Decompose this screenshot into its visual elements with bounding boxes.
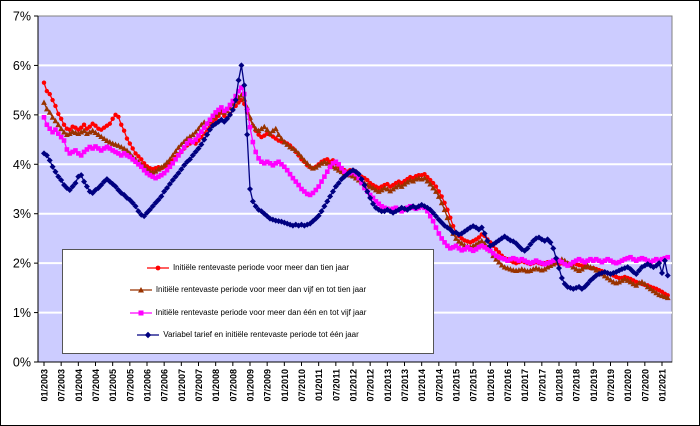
legend-entry-1: Initiële rentevaste periode voor meer da… xyxy=(63,263,433,273)
x-tick-label: 01/2006 xyxy=(143,369,153,402)
x-tick-label: 01/2005 xyxy=(108,369,118,402)
x-axis-labels: 01/2003 07/2003 01/2004 07/2004 01/2005 07/20… xyxy=(40,362,668,402)
triangle-marker-icon xyxy=(129,287,152,293)
x-tick-label: 01/2013 xyxy=(383,369,393,402)
y-axis-labels: 7% 6% 5% 4% 3% 2% 1% 0% xyxy=(13,10,38,370)
x-tick-label: 07/2014 xyxy=(434,369,444,402)
x-tick-label: 01/2004 xyxy=(74,369,84,402)
x-tick-label: 07/2008 xyxy=(228,369,238,402)
legend-label: Initiële rentevaste periode voor meer da… xyxy=(172,262,350,272)
legend-label: Variabel tarief en initiële rentevaste p… xyxy=(163,330,359,340)
x-tick-label: 07/2015 xyxy=(469,369,479,402)
x-tick-label: 01/2019 xyxy=(589,369,599,402)
y-tick-label: 0% xyxy=(13,356,31,370)
x-tick-label: 07/2006 xyxy=(160,369,170,402)
x-tick-label: 01/2012 xyxy=(349,369,359,402)
axes xyxy=(37,16,672,363)
x-tick-label: 07/2019 xyxy=(606,369,616,402)
diamond-marker-icon xyxy=(137,332,160,339)
x-tick-label: 07/2017 xyxy=(537,369,547,402)
x-tick-label: 01/2021 xyxy=(658,369,668,402)
x-tick-label: 07/2010 xyxy=(297,369,307,402)
y-tick-label: 2% xyxy=(13,257,31,271)
legend-entry-4: Variabel tarief en initiële rentevaste p… xyxy=(63,330,433,340)
chart-legend: Initiële rentevaste periode voor meer da… xyxy=(62,249,434,354)
x-tick-label: 01/2008 xyxy=(211,369,221,402)
legend-entry-2: Initiële rentevaste periode voor meer da… xyxy=(63,285,433,295)
x-tick-label: 07/2020 xyxy=(640,369,650,402)
series-4 xyxy=(41,62,671,292)
square-marker-icon xyxy=(129,310,152,316)
x-tick-label: 07/2013 xyxy=(400,369,410,402)
y-tick-label: 3% xyxy=(13,207,31,221)
y-tick-label: 1% xyxy=(13,306,31,320)
x-tick-label: 01/2016 xyxy=(486,369,496,402)
y-tick-label: 4% xyxy=(13,158,31,172)
legend-label: Initiële rentevaste periode voor meer da… xyxy=(155,285,367,295)
x-tick-label: 07/2005 xyxy=(125,369,135,402)
x-tick-label: 07/2003 xyxy=(57,369,67,402)
x-tick-label: 07/2018 xyxy=(572,369,582,402)
x-tick-label: 01/2015 xyxy=(452,369,462,402)
y-tick-label: 6% xyxy=(13,59,31,73)
x-tick-label: 07/2007 xyxy=(194,369,204,402)
x-tick-label: 01/2018 xyxy=(555,369,565,402)
x-tick-label: 01/2010 xyxy=(280,369,290,402)
x-tick-label: 01/2003 xyxy=(40,369,50,402)
x-tick-label: 07/2011 xyxy=(331,369,341,401)
x-tick-label: 01/2017 xyxy=(520,369,530,402)
legend-label: Initiële rentevaste periode voor meer da… xyxy=(155,307,367,317)
circle-marker-icon xyxy=(146,265,169,270)
x-tick-label: 01/2007 xyxy=(177,369,187,402)
x-tick-label: 07/2009 xyxy=(263,369,273,402)
x-tick-label: 07/2016 xyxy=(503,369,513,402)
y-tick-label: 5% xyxy=(13,108,31,122)
x-tick-label: 01/2014 xyxy=(417,369,427,402)
legend-entry-3: Initiële rentevaste periode voor meer da… xyxy=(63,308,433,318)
x-tick-label: 01/2020 xyxy=(623,369,633,402)
y-tick-label: 7% xyxy=(13,10,31,24)
x-tick-label: 07/2012 xyxy=(366,369,376,402)
x-tick-label: 01/2011 xyxy=(314,369,324,401)
x-tick-label: 01/2009 xyxy=(246,369,256,402)
x-tick-label: 07/2004 xyxy=(91,369,101,402)
